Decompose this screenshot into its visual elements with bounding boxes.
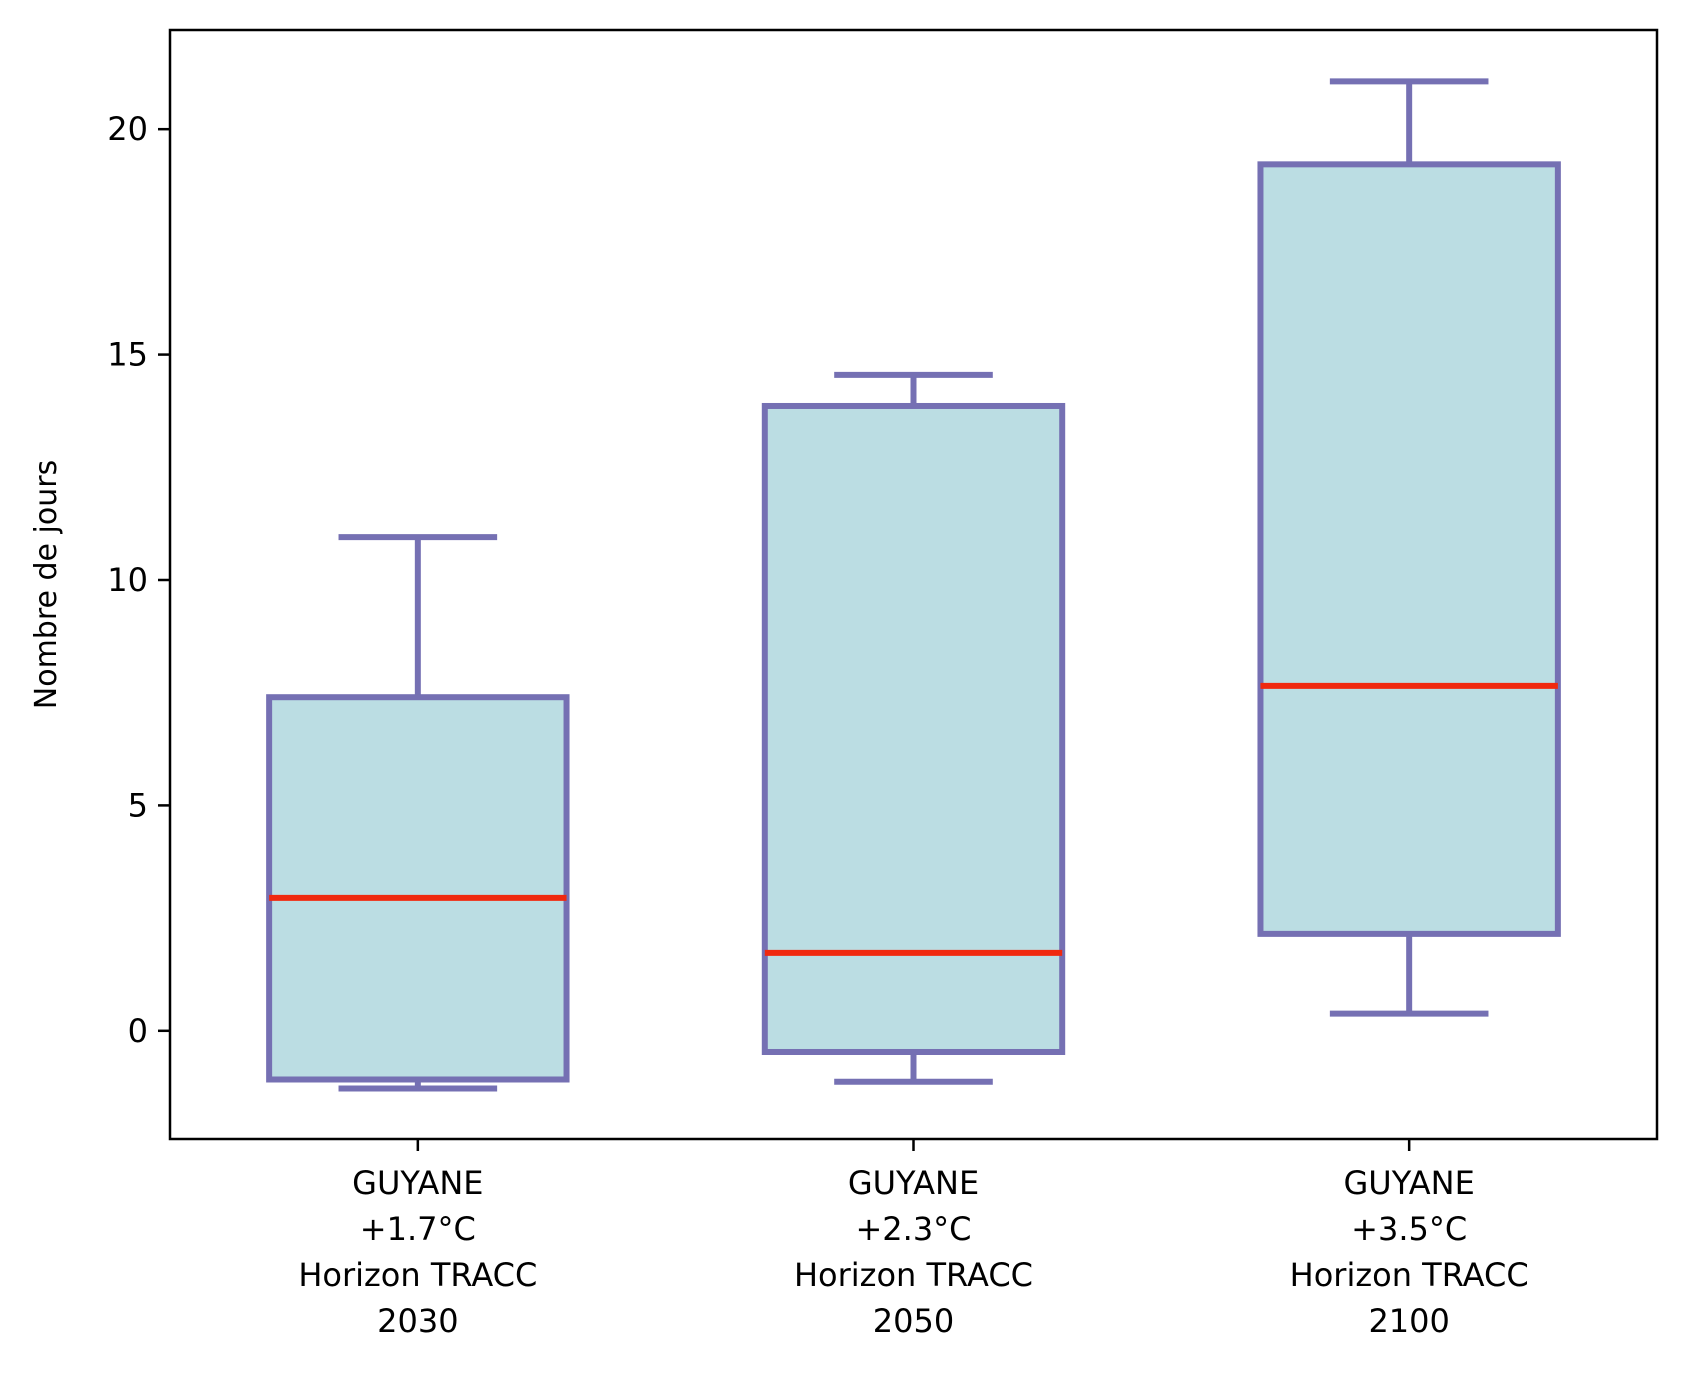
x-tick-label-line: GUYANE (352, 1164, 483, 1202)
x-axis: GUYANE +1.7°C Horizon TRACC 2030 GUYANE +2.3°… (298, 1139, 1529, 1340)
x-tick-label-line: 2050 (873, 1302, 954, 1340)
x-tick-label-line: +1.7°C (360, 1210, 476, 1248)
x-tick-label: GUYANE +3.5°C Horizon TRACC 2100 (1290, 1164, 1529, 1340)
x-tick-label: GUYANE +1.7°C Horizon TRACC 2030 (298, 1164, 537, 1340)
x-tick-label-line: Horizon TRACC (794, 1256, 1033, 1294)
y-tick-label: 10 (107, 561, 148, 599)
x-tick-label-line: 2030 (377, 1302, 458, 1340)
y-tick-label: 0 (128, 1012, 148, 1050)
x-tick-label-line: +3.5°C (1351, 1210, 1467, 1248)
x-tick-label-line: GUYANE (1344, 1164, 1475, 1202)
y-axis-label: Nombre de jours (29, 460, 64, 709)
x-tick-label-line: 2100 (1368, 1302, 1449, 1340)
x-tick-label-line: Horizon TRACC (1290, 1256, 1529, 1294)
box-iqr (761, 402, 1066, 1055)
x-tick-label-line: GUYANE (848, 1164, 979, 1202)
box-group (266, 534, 570, 1092)
y-tick-label: 20 (107, 110, 148, 148)
y-tick-label: 5 (128, 786, 148, 824)
x-tick-label-line: +2.3°C (855, 1210, 971, 1248)
boxes-layer (266, 78, 1561, 1092)
box-group (761, 371, 1066, 1085)
x-tick-label: GUYANE +2.3°C Horizon TRACC 2050 (794, 1164, 1033, 1340)
x-tick-label-line: Horizon TRACC (298, 1256, 537, 1294)
box-group (1257, 78, 1561, 1017)
box-iqr (266, 694, 570, 1083)
y-axis: 0 5 10 15 20 (107, 110, 170, 1050)
y-tick-label: 15 (107, 336, 148, 374)
box-iqr (1257, 161, 1561, 937)
